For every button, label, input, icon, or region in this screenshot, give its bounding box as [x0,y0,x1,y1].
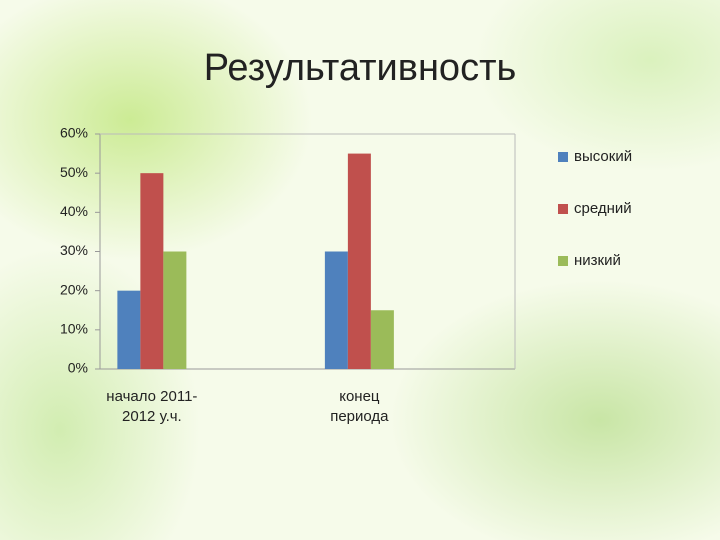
y-tick-label: 20% [60,281,88,297]
y-tick-label: 50% [60,164,88,180]
x-tick-label: конец периода [330,388,389,425]
bar [163,251,187,369]
bar [324,251,348,369]
legend-swatch [558,256,568,266]
bar [347,153,371,369]
chart-title: Результативность [204,47,517,89]
legend-label: средний [574,200,632,217]
legend-label: низкий [574,252,621,269]
y-tick-label: 10% [60,321,88,337]
y-tick-label: 60% [60,125,88,141]
legend-swatch [558,204,568,214]
y-tick-label: 0% [68,360,88,376]
bar [370,310,394,369]
x-tick-label: начало 2011- 2012 у.ч. [106,388,198,425]
y-tick-label: 30% [60,242,88,258]
legend-swatch [558,152,568,162]
bar [140,173,164,369]
legend-label: высокий [574,148,632,165]
bar [117,290,141,369]
y-tick-label: 40% [60,203,88,219]
